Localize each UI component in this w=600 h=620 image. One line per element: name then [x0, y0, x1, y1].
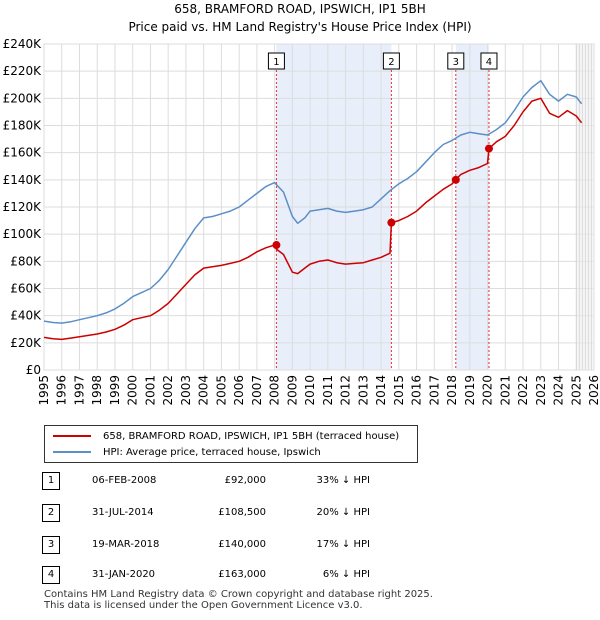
x-tick-label: 1996	[55, 375, 69, 406]
footer-line: Contains HM Land Registry data © Crown c…	[44, 589, 433, 600]
sale-point	[451, 175, 460, 184]
x-tick-label: 2008	[268, 375, 282, 406]
sale-point	[484, 144, 493, 153]
x-tick-label: 1998	[90, 375, 104, 406]
x-tick-label: 2000	[126, 375, 140, 406]
chart-subtitle: Price paid vs. HM Land Registry's House …	[128, 20, 471, 34]
y-tick-label: £120K	[3, 200, 43, 214]
sale-number-label: 1	[273, 57, 279, 68]
sale-number-badge: 4	[42, 566, 60, 584]
sale-price: £108,500	[218, 507, 266, 518]
x-tick-label: 2010	[303, 375, 317, 406]
sale-number-badge: 2	[42, 504, 60, 522]
x-tick-label: 2023	[534, 375, 548, 406]
y-tick-label: £100K	[3, 227, 43, 241]
sale-price: £140,000	[218, 539, 266, 550]
x-tick-label: 2013	[356, 375, 370, 406]
y-tick-label: £220K	[3, 64, 43, 78]
price-chart: 658, BRAMFORD ROAD, IPSWICH, IP1 5BH Pri…	[3, 2, 600, 406]
x-tick-label: 1999	[108, 375, 122, 406]
x-tick-label: 1997	[72, 375, 86, 406]
forecast-region	[575, 44, 594, 370]
x-tick-label: 2012	[339, 375, 353, 406]
x-tick-label: 2016	[410, 375, 424, 406]
sale-date: 31-JAN-2020	[92, 569, 156, 580]
y-tick-label: £40K	[10, 309, 42, 323]
chart-title: 658, BRAMFORD ROAD, IPSWICH, IP1 5BH	[174, 2, 426, 16]
sale-row: 4 31-JAN-2020 £163,000 6% ↓ HPI	[0, 566, 600, 586]
x-tick-label: 2019	[463, 375, 477, 406]
legend-swatch-hpi	[53, 451, 91, 453]
x-tick-label: 2022	[516, 375, 530, 406]
x-tick-label: 2014	[374, 375, 388, 406]
sale-price: £92,000	[224, 475, 266, 486]
legend-label-property: 658, BRAMFORD ROAD, IPSWICH, IP1 5BH (te…	[103, 430, 400, 442]
sale-hpi-delta: 17% ↓ HPI	[316, 539, 370, 550]
sale-number-box	[480, 52, 498, 70]
y-axis-ticks: £0 £20K £40K £60K £80K £100K £120K £140K £160K £1…	[3, 37, 43, 377]
legend-swatch-property	[53, 435, 91, 437]
x-tick-label: 2026	[587, 375, 600, 406]
x-tick-label: 2024	[552, 375, 566, 406]
x-tick-label: 2017	[427, 375, 441, 406]
sale-row: 2 31-JUL-2014 £108,500 20% ↓ HPI	[0, 504, 600, 524]
sale-row: 3 19-MAR-2018 £140,000 17% ↓ HPI	[0, 536, 600, 556]
sale-number-box	[447, 52, 465, 70]
sale-date: 31-JUL-2014	[92, 507, 154, 518]
sale-markers: 1 2 3 4	[267, 52, 498, 250]
sale-number-label: 2	[388, 57, 394, 68]
x-tick-label: 2020	[481, 375, 495, 406]
y-tick-label: £80K	[10, 254, 42, 268]
x-tick-label: 2006	[232, 375, 246, 406]
legend-item-hpi: HPI: Average price, terraced house, Ipsw…	[53, 445, 321, 459]
x-tick-label: 2007	[250, 375, 264, 406]
y-tick-label: £200K	[3, 91, 43, 105]
legend: 658, BRAMFORD ROAD, IPSWICH, IP1 5BH (te…	[44, 425, 418, 463]
y-tick-label: £240K	[3, 37, 43, 51]
x-tick-label: 2018	[445, 375, 459, 406]
legend-label-hpi: HPI: Average price, terraced house, Ipsw…	[103, 446, 321, 458]
x-axis-ticks: 1995 1996 1997 1998 1999 2000 2001 2002 2003 2004…	[37, 375, 600, 406]
y-tick-label: £60K	[10, 282, 42, 296]
footer-line: This data is licensed under the Open Gov…	[44, 600, 363, 611]
x-tick-label: 2002	[161, 375, 175, 406]
sale-price: £163,000	[218, 569, 266, 580]
sale-number-box	[382, 52, 400, 70]
sale-number-label: 3	[453, 57, 459, 68]
x-tick-label: 2005	[214, 375, 228, 406]
x-tick-label: 1995	[37, 375, 51, 406]
hpi-series-line	[43, 79, 583, 324]
sale-point	[272, 241, 281, 250]
sale-date: 06-FEB-2008	[92, 475, 157, 486]
sale-hpi-delta: 33% ↓ HPI	[316, 475, 370, 486]
footer-attribution: Contains HM Land Registry data © Crown c…	[44, 589, 433, 611]
y-tick-label: £140K	[3, 173, 43, 187]
sale-row: 1 06-FEB-2008 £92,000 33% ↓ HPI	[0, 472, 600, 492]
sale-hpi-delta: 20% ↓ HPI	[316, 507, 370, 518]
x-tick-label: 2021	[498, 375, 512, 406]
sale-number-box	[267, 52, 285, 70]
gridlines	[43, 43, 595, 371]
x-tick-label: 2009	[285, 375, 299, 406]
x-tick-label: 2011	[321, 375, 335, 406]
x-tick-label: 2025	[569, 375, 583, 406]
x-tick-label: 2004	[197, 375, 211, 406]
x-tick-label: 2001	[143, 375, 157, 406]
sale-date-lines	[275, 54, 490, 370]
sale-number-badge: 3	[42, 536, 60, 554]
y-tick-label: £180K	[3, 119, 43, 133]
legend-item-property: 658, BRAMFORD ROAD, IPSWICH, IP1 5BH (te…	[53, 429, 399, 443]
y-tick-label: £0	[26, 363, 41, 377]
sale-number-badge: 1	[42, 472, 60, 490]
sale-point	[387, 218, 396, 227]
x-tick-label: 2015	[392, 375, 406, 406]
y-tick-label: £160K	[3, 146, 43, 160]
sale-hpi-delta: 6% ↓ HPI	[322, 569, 370, 580]
sale-date: 19-MAR-2018	[92, 539, 160, 550]
y-tick-label: £20K	[10, 336, 42, 350]
x-tick-label: 2003	[179, 375, 193, 406]
sale-number-label: 4	[486, 57, 492, 68]
